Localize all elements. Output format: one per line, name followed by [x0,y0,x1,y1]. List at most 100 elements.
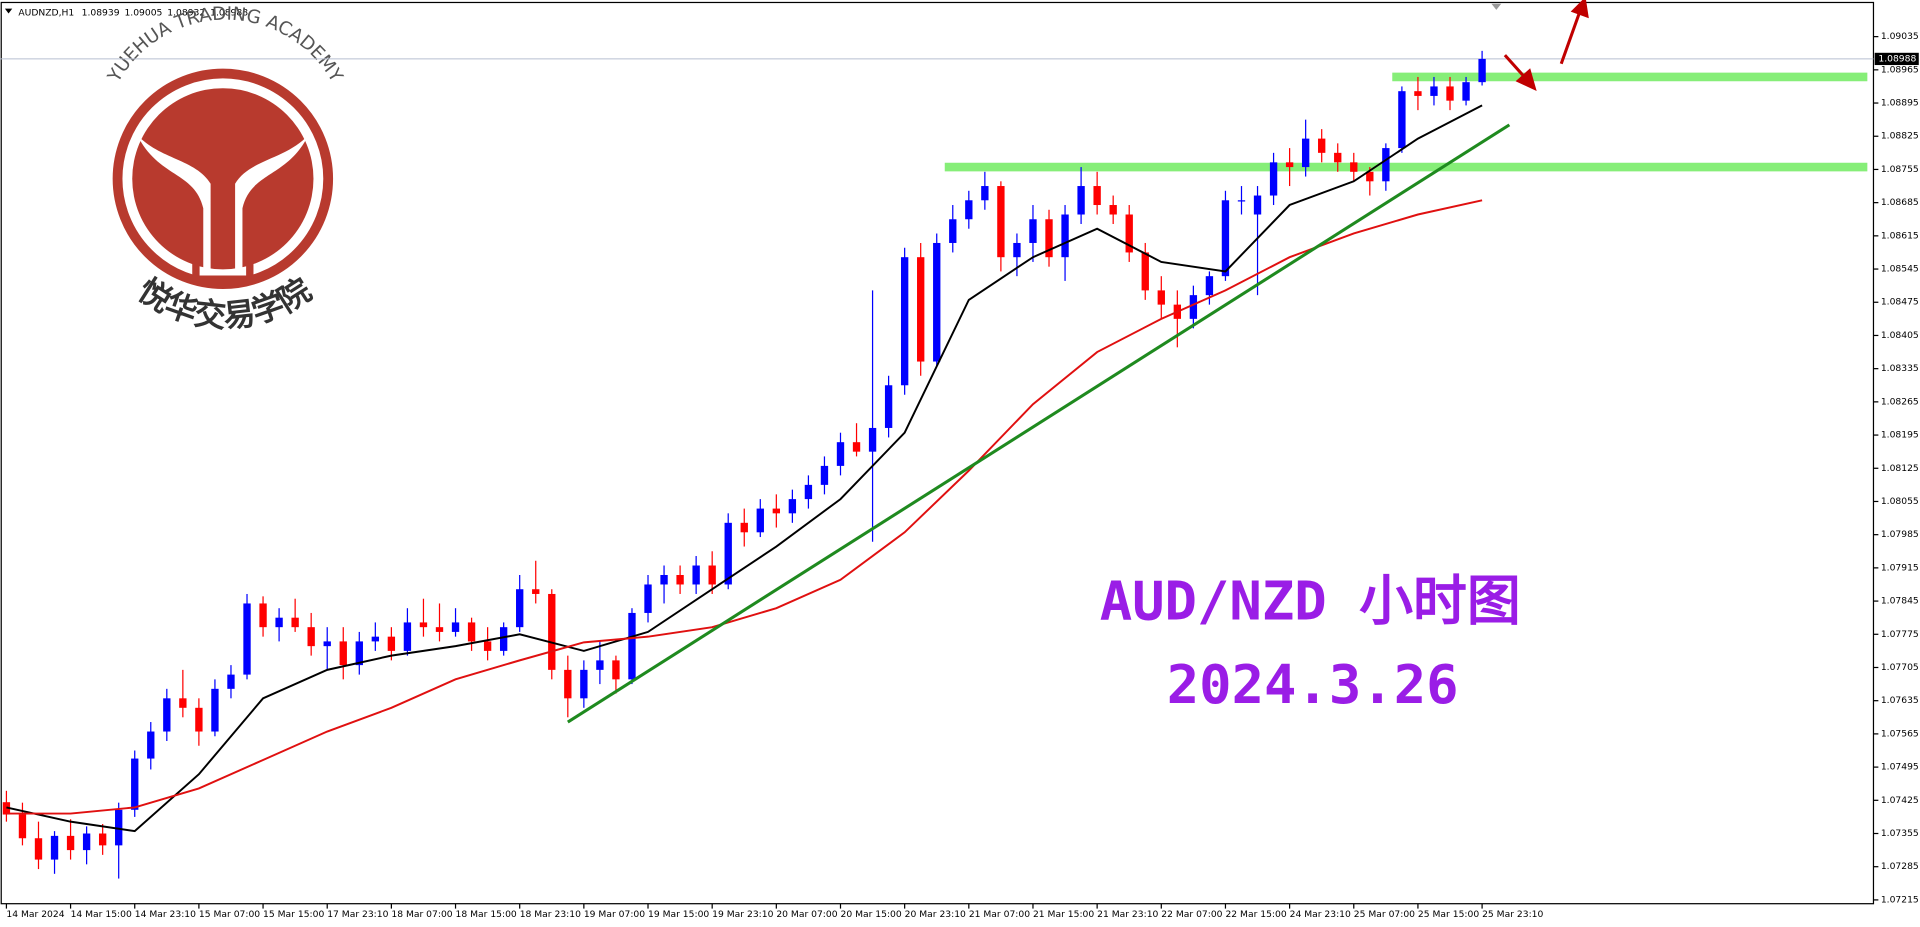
candle-body [227,674,235,689]
candle-body [788,499,797,514]
low-value: 1.08932 [167,7,205,18]
candle-body [291,617,299,628]
candle-body [371,636,380,642]
candle-body [1141,252,1149,291]
x-tick-label: 24 Mar 23:10 [1290,909,1351,920]
candle-body [1285,162,1294,168]
candle-body [1318,138,1326,153]
candle-body [644,584,652,613]
candle-body [884,385,893,428]
trendline [566,123,1511,724]
candle-body [387,636,396,651]
y-tick-label: 1.07845 [1881,596,1919,607]
candle-body [131,758,139,810]
candle-body [1093,186,1101,206]
candle-body [1253,195,1262,215]
y-tick-label: 1.08545 [1881,264,1919,275]
y-tick-label: 1.07565 [1881,728,1919,739]
candle-body [50,835,59,860]
candle-body [1398,91,1406,149]
candle-body [660,574,668,585]
header: AUDNZD,H1 1.08939 1.09005 1.08932 1.08988 [18,7,248,18]
x-tick-label: 22 Mar 07:00 [1161,909,1222,920]
candle-body [1045,219,1053,258]
y-tick-label: 1.09035 [1881,31,1919,42]
x-tick-label: 21 Mar 23:10 [1097,909,1158,920]
candle-body [836,442,845,466]
candle-body [82,833,91,851]
x-tick-label: 25 Mar 15:00 [1418,909,1479,920]
candle-body [1382,148,1390,182]
candle-body [1334,152,1342,163]
y-tick-label: 1.08195 [1881,430,1919,441]
candle-body [467,622,476,642]
candle-body [66,835,75,851]
x-tick-label: 25 Mar 23:10 [1482,909,1543,920]
logo-mark [137,134,309,272]
arrow-down-head [1515,68,1537,91]
candle-body [740,522,748,533]
candle-body [692,565,700,585]
candle-body [676,574,684,585]
candle-body [1269,162,1278,196]
candle-body [1013,242,1021,258]
candle-body [1189,295,1198,319]
price-box-label: 1.08988 [1878,53,1916,64]
candle-body [1430,86,1438,96]
candle-body [163,698,171,732]
y-tick-label: 1.07215 [1881,894,1919,905]
y-tick-label: 1.08615 [1881,230,1919,241]
y-tick-label: 1.08965 [1881,64,1919,75]
x-tick-label: 14 Mar 2024 [6,909,64,920]
candle-body [1109,205,1117,215]
y-tick-label: 1.08685 [1881,197,1919,208]
y-tick-label: 1.07425 [1881,795,1919,806]
candle-body [1029,219,1037,243]
candle-body [804,484,813,500]
candle-body [997,186,1005,258]
candle-body [339,641,347,666]
y-tick-label: 1.07355 [1881,828,1919,839]
y-tick-label: 1.08895 [1881,98,1919,109]
candle-body [179,698,187,708]
candle-body [820,465,829,485]
logo-ring [112,68,334,290]
x-tick-label: 14 Mar 23:10 [135,909,196,920]
candle-body [211,688,219,732]
candle-body [147,731,155,759]
y-tick-label: 1.08755 [1881,164,1919,175]
x-tick-label: 15 Mar 15:00 [263,909,324,920]
candle-body [483,641,492,651]
candle-body [18,814,27,839]
candle-body [1350,162,1358,172]
candle-body [564,669,572,699]
candle-body [499,627,508,651]
x-tick-label: 21 Mar 07:00 [969,909,1030,920]
candle-body [115,809,123,846]
candle-body [852,442,861,452]
annotation-date: 2024.3.26 [1167,653,1459,716]
y-tick-label: 1.08405 [1881,330,1919,341]
y-tick-label: 1.07775 [1881,629,1919,640]
high-value: 1.09005 [124,7,162,18]
menu-triangle [4,8,13,14]
x-tick-label: 20 Mar 15:00 [840,909,901,920]
x-tick-label: 18 Mar 07:00 [391,909,452,920]
candle-body [628,612,636,680]
candle-body [548,593,556,670]
y-tick-label: 1.07985 [1881,529,1919,540]
y-tick-label: 1.08125 [1881,463,1919,474]
plot: 1.07215 1.07285 1.07355 1.07425 1.07495 1.075… [0,31,1919,920]
y-tick-label: 1.08825 [1881,131,1919,142]
candle-body [98,833,107,846]
candle-body [756,508,764,533]
candle-body [419,622,428,628]
candle-body [1237,200,1246,202]
candle-body [1414,91,1422,96]
arrow-up-head [1570,0,1589,19]
x-tick-label: 15 Mar 07:00 [199,909,260,920]
x-tick-label: 22 Mar 15:00 [1225,909,1286,920]
candle-body [965,200,973,220]
arrow-up [1559,11,1582,65]
